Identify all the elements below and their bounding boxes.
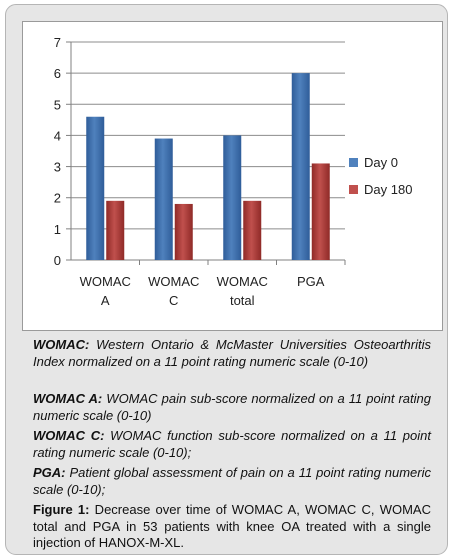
note-term: WOMAC A:	[33, 391, 103, 406]
x-category-label: WOMAC	[217, 274, 268, 289]
bar-day-0	[86, 116, 105, 260]
x-category-label: PGA	[297, 274, 325, 289]
figure-caption: Figure 1: Decrease over time of WOMAC A,…	[33, 502, 431, 552]
note-pga: PGA: Patient global assessment of pain o…	[33, 465, 431, 498]
bar-day-0	[154, 138, 173, 260]
note-term: WOMAC:	[33, 337, 90, 352]
bar-day-0	[291, 73, 310, 260]
x-category-label: C	[169, 293, 178, 308]
note-definition: Western Ontario & McMaster Universities …	[33, 337, 431, 369]
chart-area: 0 1 2 3 4 5 6 7 WOMAC A WOMAC C WOMAC total PGA Day 0 Da…	[22, 21, 443, 331]
bar-day-0	[223, 135, 242, 260]
note-term: PGA:	[33, 465, 66, 480]
y-tick-label: 4	[54, 128, 61, 143]
bar-chart: 0 1 2 3 4 5 6 7 WOMAC A WOMAC C WOMAC total PGA Day 0 Da…	[54, 35, 413, 308]
legend-swatch	[349, 158, 358, 167]
legend-swatch	[349, 185, 358, 194]
y-tick-label: 2	[54, 191, 61, 206]
legend-label: Day 180	[364, 182, 412, 197]
legend-label: Day 0	[364, 155, 398, 170]
x-category-label: A	[101, 293, 110, 308]
note-definition: Patient global assessment of pain on a 1…	[33, 465, 431, 497]
bar-day-180	[174, 203, 193, 260]
bar-day-180	[106, 200, 125, 260]
y-tick-label: 3	[54, 160, 61, 175]
note-womac-c: WOMAC C: WOMAC function sub-score normal…	[33, 428, 431, 461]
y-tick-label: 5	[54, 97, 61, 112]
note-womac-a: WOMAC A: WOMAC pain sub-score normalized…	[33, 391, 431, 424]
x-category-label: WOMAC	[80, 274, 131, 289]
note-definition: WOMAC pain sub-score normalized on a 11 …	[33, 391, 431, 423]
note-womac: WOMAC: Western Ontario & McMaster Univer…	[33, 337, 431, 370]
bar-day-180	[311, 163, 330, 260]
note-definition: WOMAC function sub-score normalized on a…	[33, 428, 431, 460]
note-term: WOMAC C:	[33, 428, 105, 443]
figure-label: Figure 1:	[33, 502, 90, 517]
y-tick-label: 7	[54, 35, 61, 50]
figure-panel: 0 1 2 3 4 5 6 7 WOMAC A WOMAC C WOMAC total PGA Day 0 Da…	[5, 4, 448, 555]
y-tick-label: 6	[54, 66, 61, 81]
y-tick-label: 1	[54, 222, 61, 237]
y-tick-label: 0	[54, 253, 61, 268]
x-category-label: WOMAC	[148, 274, 199, 289]
bar-day-180	[243, 200, 262, 260]
x-category-label: total	[230, 293, 255, 308]
figure-caption-text: Decrease over time of WOMAC A, WOMAC C, …	[33, 502, 431, 550]
